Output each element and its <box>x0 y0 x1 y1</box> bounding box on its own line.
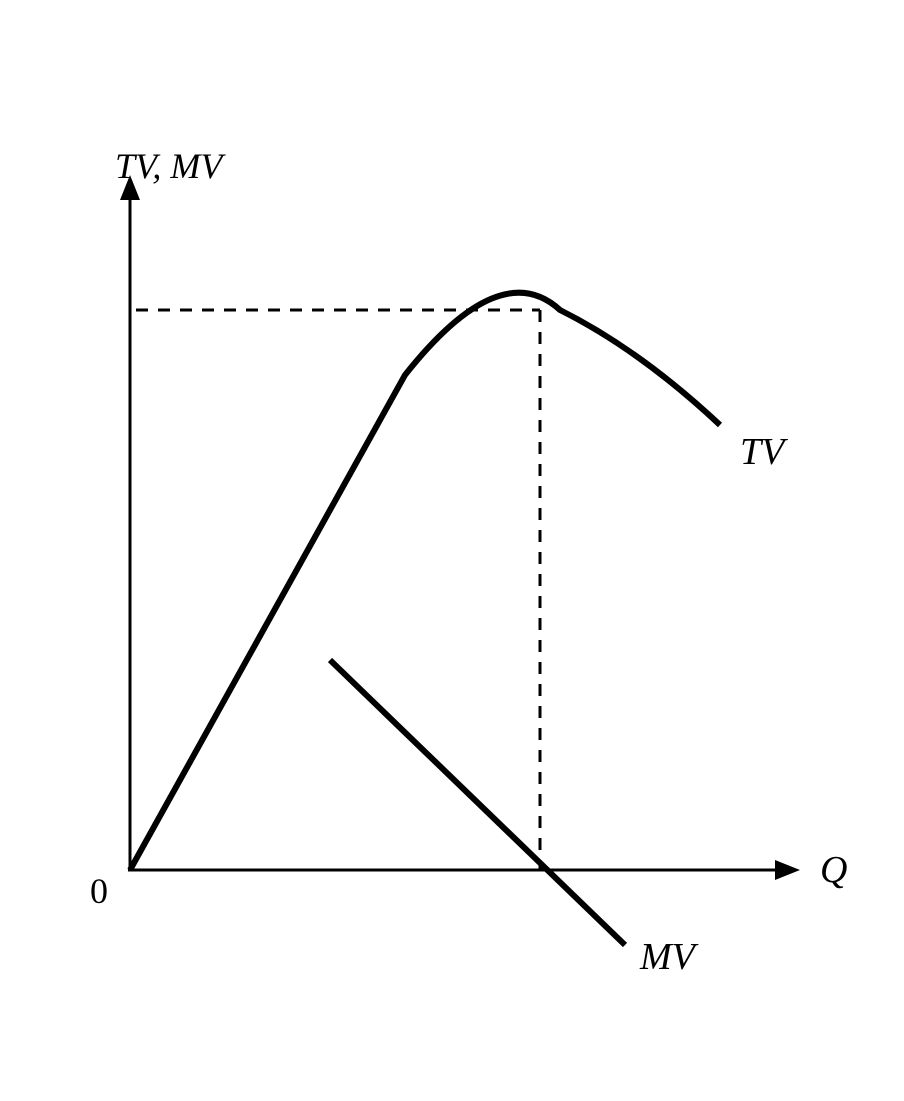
tv-curve <box>130 293 720 870</box>
x-axis-label-text: Q <box>820 849 847 891</box>
mv-line-label: MV <box>640 935 695 979</box>
origin-label-text: 0 <box>90 871 108 911</box>
mv-line <box>330 660 625 945</box>
economics-chart: TV, MV Q 0 TV MV <box>0 0 904 1096</box>
tv-curve-label-text: TV <box>740 431 784 473</box>
x-axis-arrow <box>775 860 800 880</box>
y-axis-label-text: TV, MV <box>115 146 222 186</box>
origin-label: 0 <box>90 870 108 912</box>
tv-curve-label: TV <box>740 430 784 474</box>
mv-line-label-text: MV <box>640 936 695 978</box>
y-axis-label: TV, MV <box>115 145 222 187</box>
x-axis-label: Q <box>820 848 847 892</box>
